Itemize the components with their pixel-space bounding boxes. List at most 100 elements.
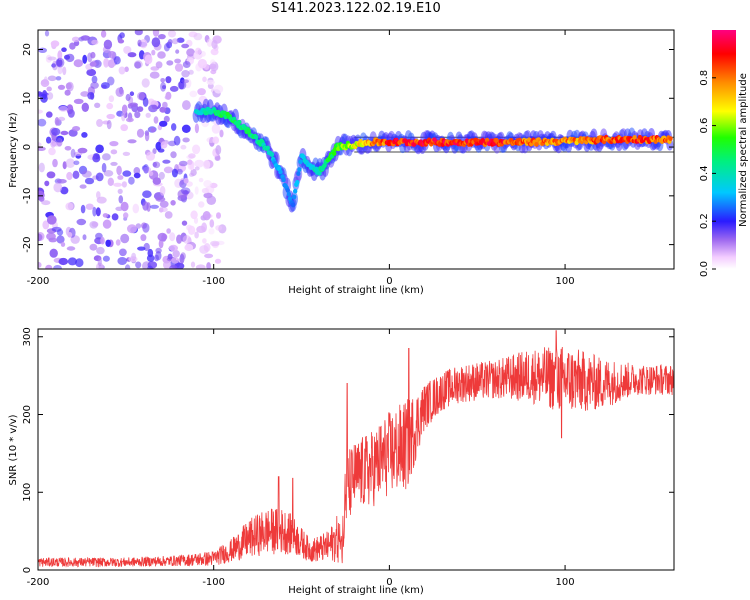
noise-blob <box>180 187 191 195</box>
noise-blob <box>127 139 137 144</box>
noise-blob <box>194 159 205 168</box>
colorbar-label: Normalized spectral amplitude <box>738 73 749 227</box>
noise-blob <box>118 195 124 204</box>
noise-blob <box>101 162 107 173</box>
noise-blob <box>179 160 188 167</box>
noise-blob <box>170 151 177 159</box>
noise-blob <box>48 237 58 243</box>
noise-blob <box>91 39 99 45</box>
noise-blob <box>96 191 101 199</box>
noise-blob <box>175 49 180 54</box>
noise-blob <box>181 70 190 78</box>
noise-blob <box>66 246 76 251</box>
noise-blob <box>80 35 91 41</box>
noise-blob <box>38 162 45 173</box>
noise-blob <box>47 75 57 82</box>
noise-blob <box>51 127 61 136</box>
noise-blob <box>38 146 46 151</box>
ridge-core <box>265 145 270 151</box>
colorbar-tick-label: 0.0 <box>699 261 710 277</box>
noise-blob <box>82 234 87 241</box>
colorbar: 0.0 0.2 0.4 0.6 0.8 Normalized spectral ampl… <box>699 30 749 277</box>
noise-blob <box>102 153 111 161</box>
colorbar-ticks: 0.0 0.2 0.4 0.6 0.8 <box>699 70 716 277</box>
noise-blob <box>50 40 60 47</box>
noise-blob <box>81 170 92 178</box>
noise-blob <box>166 60 174 66</box>
noise-blob <box>57 50 63 61</box>
noise-blob <box>92 154 101 163</box>
noise-blob <box>105 239 111 247</box>
noise-blob <box>107 76 115 86</box>
noise-blob <box>89 61 97 67</box>
noise-blob <box>169 264 178 269</box>
noise-blob <box>195 47 202 55</box>
noise-blob <box>173 135 181 146</box>
snr-frame <box>37 328 675 571</box>
noise-blob <box>192 144 201 155</box>
noise-blob <box>197 58 207 69</box>
noise-blob <box>206 38 213 47</box>
ridge-core <box>668 136 673 142</box>
ridge-core <box>632 135 637 140</box>
noise-blob <box>109 141 119 147</box>
noise-blob <box>46 215 57 225</box>
noise-blob <box>155 61 163 69</box>
noise-blob <box>113 56 121 65</box>
noise-blob <box>194 123 199 134</box>
noise-blob <box>162 101 168 109</box>
noise-blob <box>115 239 121 246</box>
colorbar-gradient <box>712 30 736 269</box>
noise-blob <box>44 180 50 187</box>
noise-blob <box>45 264 53 269</box>
noise-blob <box>90 81 99 89</box>
colorbar-tick-label: 0.2 <box>699 213 710 229</box>
noise-blob <box>46 86 52 92</box>
noise-blob <box>46 111 53 118</box>
x-tick-label: -100 <box>202 276 225 287</box>
snr-x-axis: -200 -100 0 100 <box>27 329 575 588</box>
x-tick-label: 100 <box>556 276 575 287</box>
noise-blob <box>103 58 109 68</box>
ridge-core <box>322 162 327 168</box>
noise-blob <box>167 30 177 38</box>
ridge-core <box>278 169 283 175</box>
ridge-core <box>269 152 275 158</box>
y-tick-label: 300 <box>22 327 33 346</box>
noise-blob <box>153 116 159 124</box>
noise-blob <box>72 170 80 179</box>
noise-blob <box>182 235 192 244</box>
noise-blob <box>144 131 150 142</box>
noise-blob <box>107 177 115 186</box>
noise-blob <box>95 144 104 154</box>
noise-blob <box>151 49 156 56</box>
spectrogram-marks <box>38 30 674 269</box>
noise-blob <box>77 147 88 154</box>
noise-blob <box>46 92 54 100</box>
noise-blob <box>134 61 142 69</box>
noise-blob <box>160 82 167 92</box>
noise-blob <box>157 51 166 59</box>
noise-blob <box>176 37 185 43</box>
noise-blob <box>56 179 67 184</box>
noise-blob <box>41 200 51 206</box>
noise-blob <box>190 261 196 268</box>
noise-blob <box>158 171 165 180</box>
noise-blob <box>84 177 95 185</box>
noise-blob <box>66 171 73 181</box>
noise-blob <box>38 233 43 242</box>
noise-blob <box>129 102 138 108</box>
noise-blob <box>73 59 84 68</box>
noise-blob <box>167 39 173 45</box>
noise-blob <box>64 89 71 96</box>
spectrogram-x-label: Height of straight line (km) <box>288 285 424 296</box>
noise-blob <box>47 56 57 61</box>
noise-blob <box>142 97 149 107</box>
noise-blob <box>117 175 124 180</box>
noise-blob <box>171 123 177 131</box>
noise-blob <box>103 170 114 177</box>
noise-blob <box>38 109 43 114</box>
noise-blob <box>51 226 62 232</box>
noise-blob <box>212 136 220 144</box>
snr-series-line <box>38 330 674 568</box>
